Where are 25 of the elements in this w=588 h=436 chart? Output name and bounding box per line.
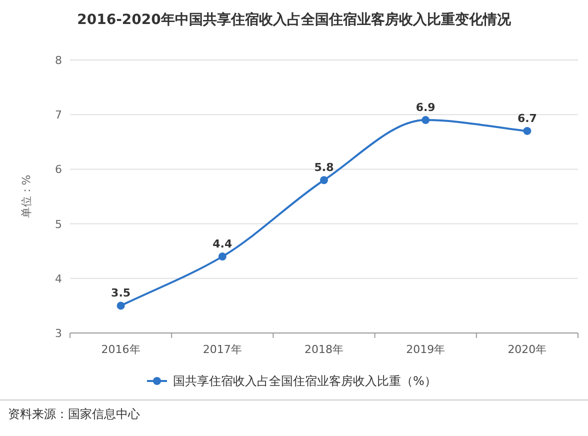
data-label: 6.7 <box>517 112 537 125</box>
y-tick-label: 3 <box>55 327 62 340</box>
y-tick-label: 8 <box>55 54 62 67</box>
point <box>320 176 328 184</box>
data-label: 5.8 <box>314 161 334 174</box>
legend-label: 国共享住宿收入占全国住宿业客房收入比重（%） <box>173 374 436 388</box>
x-tick-label: 2018年 <box>304 343 344 356</box>
x-tick-label: 2016年 <box>101 343 140 356</box>
point <box>218 252 226 261</box>
x-tick-label: 2017年 <box>202 343 242 356</box>
data-label: 3.5 <box>111 286 131 300</box>
point <box>422 116 430 124</box>
y-axis-title: 单位：% <box>20 174 33 218</box>
data-label: 4.4 <box>212 238 232 251</box>
y-tick-label: 4 <box>55 272 62 286</box>
x-tick-label: 2019年 <box>406 343 446 356</box>
text: 资料来源：国家信息中心 <box>8 407 140 421</box>
data-label: 6.9 <box>416 101 436 114</box>
y-tick-label: 5 <box>55 218 62 231</box>
y-tick-label: 6 <box>55 163 62 176</box>
point <box>523 126 532 135</box>
point <box>116 302 125 310</box>
chart-title: 2016-2020年中国共享住宿收入占全国住宿业客房收入比重变化情况 <box>77 11 512 28</box>
y-tick-label: 7 <box>55 108 62 122</box>
x-tick-label: 2020年 <box>508 343 547 356</box>
